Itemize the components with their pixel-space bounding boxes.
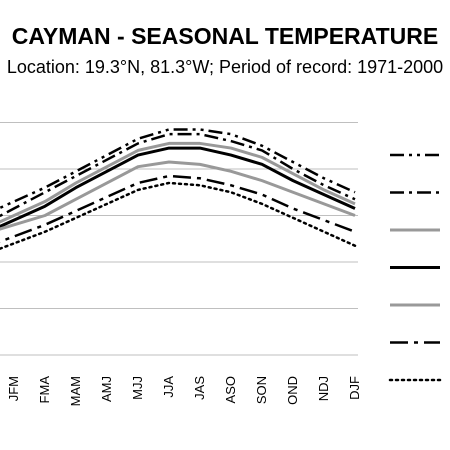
chart-title: CAYMAN - SEASONAL TEMPERATURE xyxy=(11,23,439,49)
gridlines xyxy=(0,122,358,356)
series-line-4 xyxy=(0,146,356,229)
x-tick-label-djf: DJF xyxy=(347,376,362,400)
x-tick-label-fma: FMA xyxy=(37,376,52,404)
x-tick-label-amj: AMJ xyxy=(99,376,114,402)
legend xyxy=(388,153,442,382)
series-line-3 xyxy=(0,141,356,224)
x-tick-label-mam: MAM xyxy=(68,376,83,406)
x-tick-label-jas: JAS xyxy=(192,376,207,400)
x-tick-label-son: SON xyxy=(254,376,269,404)
x-tick-label-mjj: MJJ xyxy=(130,376,145,400)
x-tick-label-jfm: JFM xyxy=(6,376,21,401)
series-lines xyxy=(0,128,357,250)
series-line-7 xyxy=(0,181,357,250)
x-tick-label-ndj: NDJ xyxy=(316,376,331,401)
x-tick-label-ond: OND xyxy=(285,376,300,405)
x-tick-labels: JFM FMA MAM AMJ MJJ JJA JAS ASO SON OND NDJ DJF xyxy=(6,376,362,407)
x-tick-label-jja: JJA xyxy=(161,376,176,398)
series-line-5 xyxy=(0,160,356,231)
x-tick-label-aso: ASO xyxy=(223,376,238,403)
chart-subtitle: Location: 19.3°N, 81.3°W; Period of reco… xyxy=(6,57,444,77)
series-line-1 xyxy=(0,128,356,210)
